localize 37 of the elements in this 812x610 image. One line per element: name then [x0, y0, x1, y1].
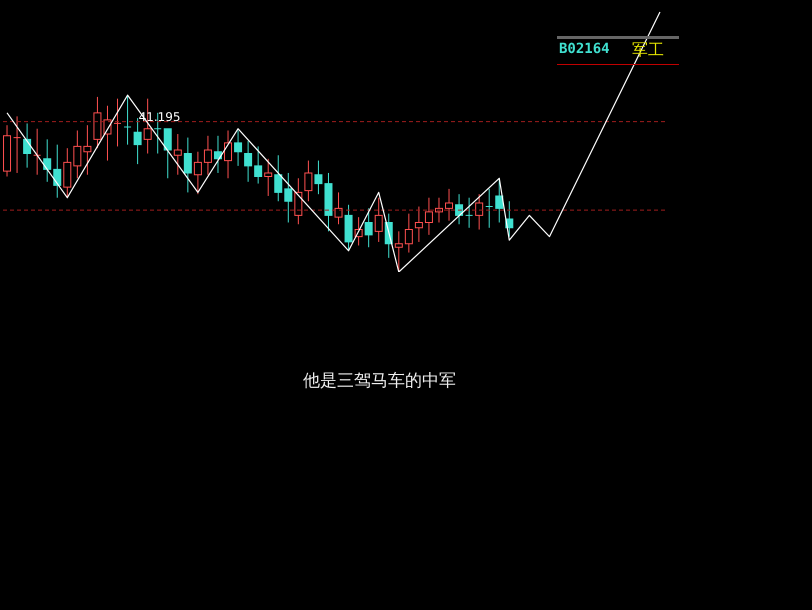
candlestick [424, 197, 433, 236]
candlestick [364, 208, 373, 248]
candlestick [33, 128, 42, 176]
candlestick [284, 172, 292, 223]
candlestick [334, 192, 343, 225]
candlestick [304, 160, 312, 202]
candlestick [374, 197, 383, 242]
candlestick [13, 116, 22, 174]
candlestick [294, 178, 302, 225]
candlestick [174, 134, 182, 176]
text: 他是三驾马车的中军 [303, 370, 456, 392]
candlestick [23, 122, 32, 168]
candlestick [445, 188, 454, 222]
candlestick [164, 128, 172, 179]
candlestick [184, 137, 192, 193]
candlestick [53, 144, 62, 198]
candlestick [404, 213, 413, 254]
candlestick [204, 135, 212, 176]
candlestick [83, 124, 92, 176]
candlestick [314, 160, 322, 195]
candlestick [434, 197, 443, 223]
candlestick [214, 135, 222, 174]
candlestick [264, 158, 272, 196]
candlestick [475, 194, 484, 230]
candlestick [465, 197, 474, 228]
candlestick [274, 154, 282, 202]
candlestick [234, 130, 242, 166]
candlestick [244, 140, 252, 182]
candlestick [414, 206, 423, 242]
candlestick [224, 130, 232, 179]
candlestick [254, 146, 262, 184]
candlestick [114, 98, 122, 147]
candlestick [194, 151, 202, 195]
text: B02164 [559, 41, 610, 57]
candlestick [73, 130, 82, 179]
candlestick [485, 188, 494, 228]
candlestick [124, 94, 132, 146]
